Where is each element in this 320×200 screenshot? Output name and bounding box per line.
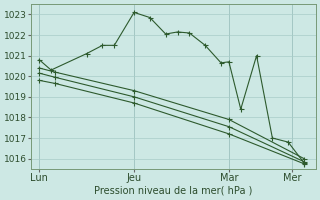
X-axis label: Pression niveau de la mer( hPa ): Pression niveau de la mer( hPa ) — [94, 186, 253, 196]
